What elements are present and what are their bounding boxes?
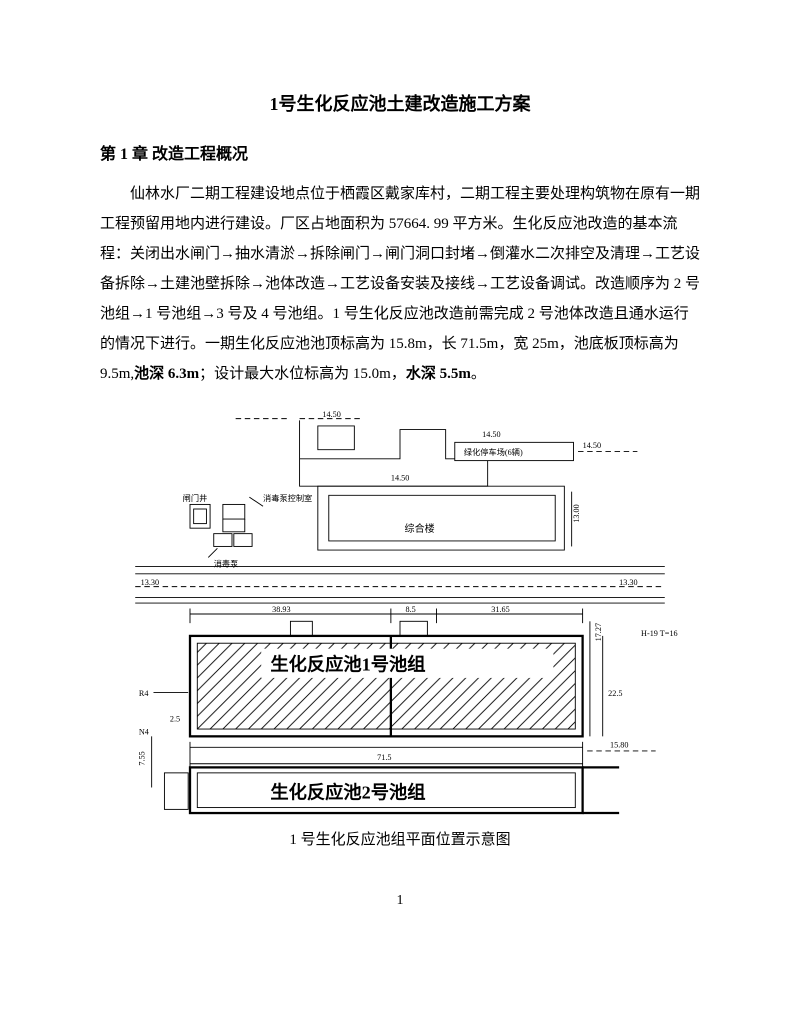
elev-14-50-center: 14.50	[482, 430, 500, 439]
dim-13-00: 13.00	[572, 504, 581, 522]
dim-17-27: 17.27	[594, 623, 603, 641]
pump-label: 消毒泵	[214, 559, 239, 569]
elev-14-50-b: 14.50	[391, 474, 409, 483]
plan-diagram: 14.50 绿化停车场(6辆) 14.50 14.50 闸门井 消毒泵控制室 消…	[100, 404, 700, 849]
dim-13-30-l: 13.30	[141, 578, 159, 587]
pool2-title: 生化反应池2号池组	[270, 781, 425, 802]
complex-label: 综合楼	[405, 522, 435, 535]
bold-1: 池深 6.3m	[134, 366, 199, 382]
elev-14-50-a: 14.50	[322, 410, 340, 419]
pool1-title: 生化反应池1号池组	[270, 654, 425, 675]
n4-label: N4	[139, 728, 149, 737]
dim-7-55: 7.55	[137, 751, 146, 765]
document-title: 1号生化反应池土建改造施工方案	[100, 90, 700, 116]
para-text-2: ；设计最大水位标高为 15.0m，	[199, 366, 406, 382]
dim-13-30-r: 13.30	[619, 578, 637, 587]
pump-room-label: 消毒泵控制室	[263, 493, 312, 503]
page-number: 1	[100, 893, 700, 909]
dim-31-65: 31.65	[491, 605, 509, 614]
dim-8-5: 8.5	[405, 605, 415, 614]
dim-71-5: 71.5	[377, 753, 391, 762]
dim-38-93: 38.93	[272, 605, 290, 614]
gate-well-label: 闸门井	[183, 493, 208, 503]
axis-label: H-19 T=16	[641, 629, 678, 638]
dim-15-80: 15.80	[610, 740, 628, 749]
para-text-3: 。	[471, 366, 486, 382]
para-text-1: 仙林水厂二期工程建设地点位于栖霞区戴家库村，二期工程主要处理构筑物在原有一期工程…	[100, 186, 700, 382]
body-paragraph: 仙林水厂二期工程建设地点位于栖霞区戴家库村，二期工程主要处理构筑物在原有一期工程…	[100, 179, 700, 389]
dim-22-5: 22.5	[608, 689, 622, 698]
bold-2: 水深 5.5m	[406, 366, 471, 382]
elev-14-50-c: 14.50	[583, 441, 601, 450]
dim-2-5: 2.5	[170, 715, 180, 724]
diagram-caption: 1 号生化反应池组平面位置示意图	[100, 828, 700, 849]
r4-label: R4	[139, 689, 149, 698]
parking-label: 绿化停车场(6辆)	[464, 447, 523, 457]
chapter-heading: 第 1 章 改造工程概况	[100, 140, 700, 164]
